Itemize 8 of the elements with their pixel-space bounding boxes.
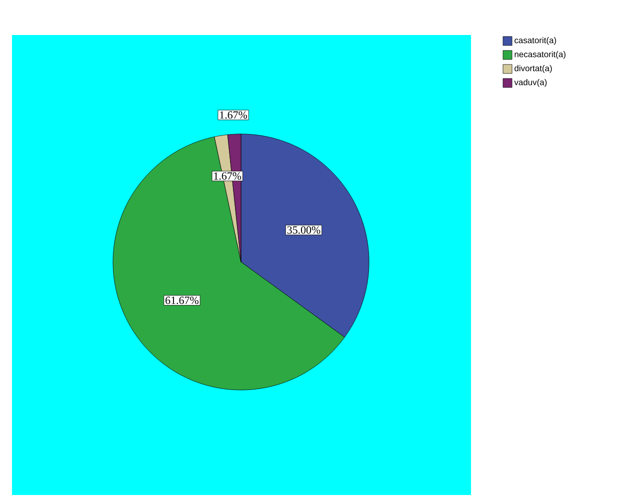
- legend-label: vaduv(a): [514, 79, 547, 87]
- data-label: 35.00%: [287, 226, 320, 234]
- legend-label: casatorit(a): [514, 37, 556, 45]
- legend-label: necasatorit(a): [514, 51, 566, 59]
- legend-label: divortat(a): [514, 65, 552, 73]
- data-label: 61.67%: [166, 296, 198, 304]
- data-label: 1.67%: [214, 172, 242, 180]
- data-label: 1.67%: [220, 111, 248, 119]
